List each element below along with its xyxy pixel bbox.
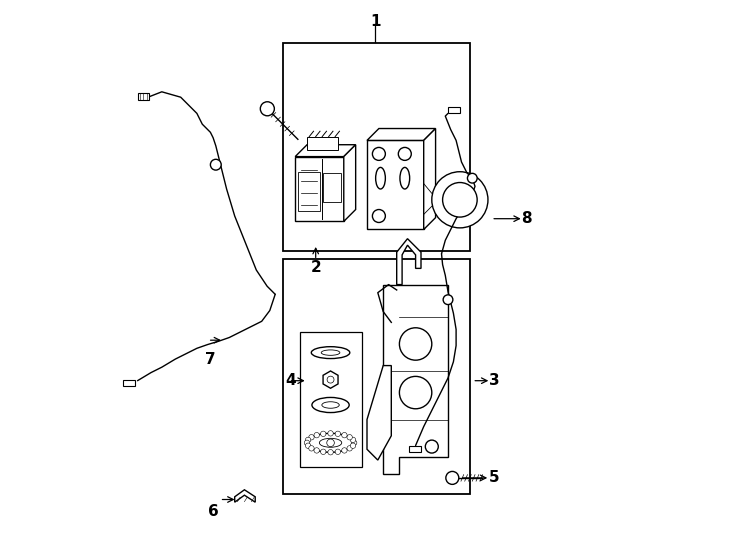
Circle shape <box>443 295 453 305</box>
Text: 1: 1 <box>370 14 380 29</box>
Circle shape <box>321 449 326 455</box>
Ellipse shape <box>311 347 350 359</box>
Polygon shape <box>235 490 255 502</box>
Polygon shape <box>367 140 424 230</box>
Circle shape <box>347 446 352 451</box>
Circle shape <box>425 440 438 453</box>
Polygon shape <box>323 371 338 388</box>
Polygon shape <box>295 157 344 221</box>
Ellipse shape <box>400 167 410 189</box>
Polygon shape <box>396 239 421 285</box>
Circle shape <box>211 159 221 170</box>
Circle shape <box>432 172 488 228</box>
Circle shape <box>314 433 319 438</box>
Ellipse shape <box>399 328 432 360</box>
Text: 4: 4 <box>285 373 296 388</box>
Circle shape <box>328 449 333 455</box>
Polygon shape <box>344 145 356 221</box>
Text: 2: 2 <box>310 260 321 275</box>
Polygon shape <box>383 285 448 474</box>
Circle shape <box>335 431 341 436</box>
Circle shape <box>468 173 477 183</box>
Polygon shape <box>424 129 435 230</box>
Bar <box>298 172 320 211</box>
Polygon shape <box>295 145 356 157</box>
Circle shape <box>327 439 334 447</box>
Circle shape <box>314 448 319 453</box>
Circle shape <box>309 435 314 440</box>
Circle shape <box>443 183 477 217</box>
Bar <box>324 173 341 202</box>
Text: 8: 8 <box>521 211 531 226</box>
Text: 7: 7 <box>205 352 216 367</box>
Text: 6: 6 <box>208 504 219 519</box>
Text: 3: 3 <box>489 373 499 388</box>
Circle shape <box>327 376 334 383</box>
Bar <box>299 332 362 467</box>
Bar <box>409 446 421 452</box>
Circle shape <box>342 448 347 453</box>
Circle shape <box>342 433 347 438</box>
Bar <box>283 259 470 494</box>
Circle shape <box>305 437 310 443</box>
Ellipse shape <box>307 434 354 452</box>
Ellipse shape <box>321 402 339 408</box>
Circle shape <box>335 449 341 455</box>
Circle shape <box>372 147 385 160</box>
Ellipse shape <box>399 376 432 409</box>
Text: 5: 5 <box>489 470 499 485</box>
Polygon shape <box>367 129 435 140</box>
Polygon shape <box>367 366 391 460</box>
Ellipse shape <box>321 350 340 355</box>
Circle shape <box>350 443 356 448</box>
Circle shape <box>328 431 333 436</box>
Bar <box>448 107 460 113</box>
Circle shape <box>305 443 310 448</box>
Circle shape <box>352 440 357 445</box>
Bar <box>307 137 338 150</box>
Circle shape <box>399 147 411 160</box>
Circle shape <box>305 440 310 445</box>
Bar <box>283 43 470 251</box>
Circle shape <box>261 102 275 116</box>
Circle shape <box>321 431 326 436</box>
Circle shape <box>347 435 352 440</box>
Ellipse shape <box>312 397 349 413</box>
Circle shape <box>446 471 459 484</box>
Ellipse shape <box>376 167 385 189</box>
Circle shape <box>309 446 314 451</box>
Ellipse shape <box>319 438 342 447</box>
Bar <box>123 380 135 386</box>
Bar <box>137 93 150 100</box>
Circle shape <box>350 437 356 443</box>
Circle shape <box>372 210 385 222</box>
